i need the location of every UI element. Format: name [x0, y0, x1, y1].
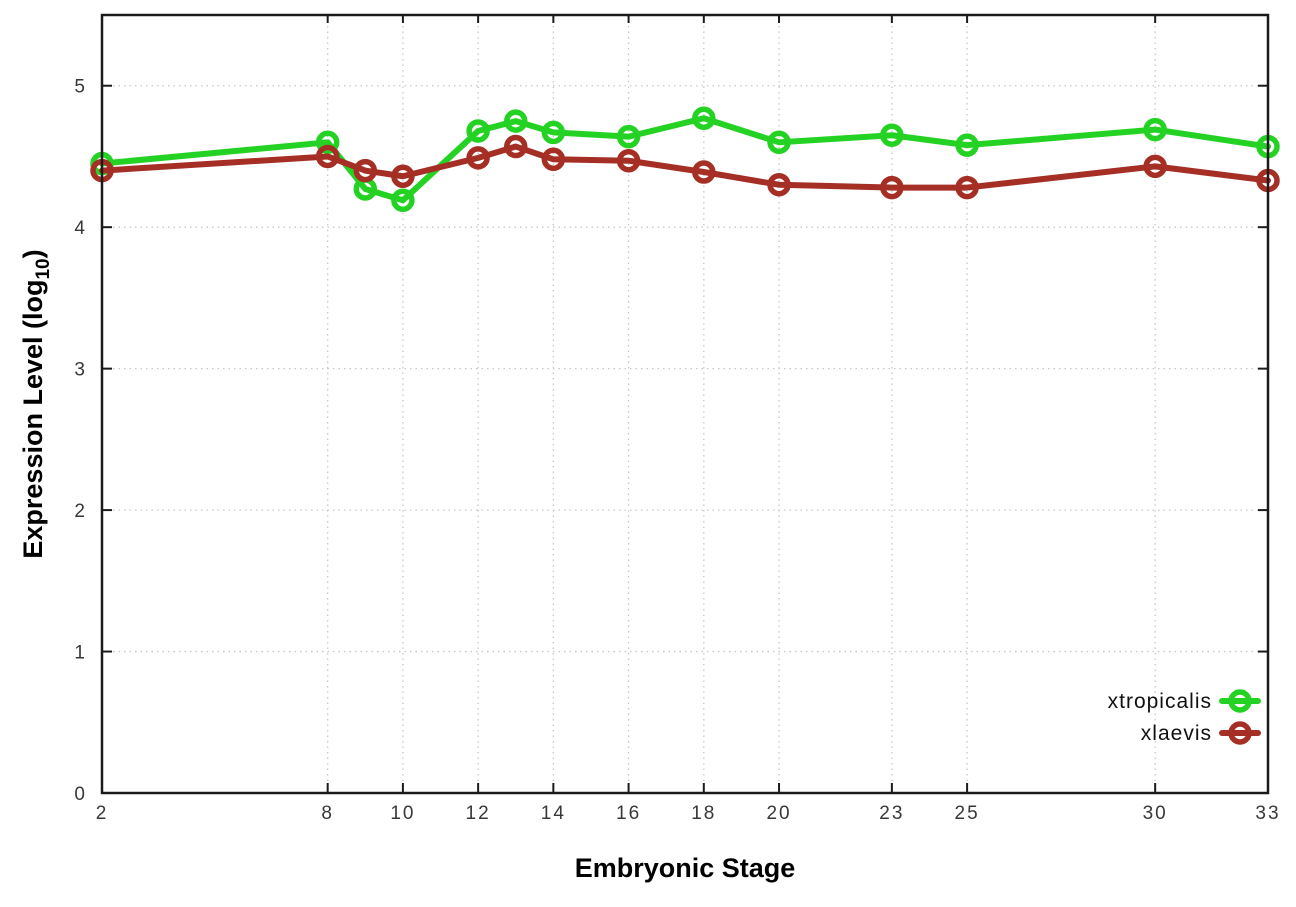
grid	[102, 15, 1268, 793]
data-point-marker	[767, 172, 791, 197]
series-group	[90, 106, 1280, 213]
x-tick-label: 25	[955, 803, 980, 824]
data-point-marker	[880, 175, 904, 200]
data-point-marker	[353, 158, 378, 183]
data-point-marker	[503, 109, 528, 133]
y-tick-label: 2	[74, 501, 87, 522]
legend-label: xlaevis	[1141, 722, 1212, 745]
x-tick-label: 12	[466, 803, 491, 824]
data-point-marker	[616, 124, 641, 149]
data-point-marker	[1143, 117, 1167, 142]
x-tick-label: 14	[541, 803, 566, 824]
x-tick-label: 18	[691, 803, 716, 824]
data-point-marker	[541, 120, 566, 145]
x-tick-label: 33	[1255, 803, 1280, 824]
data-point-marker	[692, 160, 716, 184]
plot-border	[100, 13, 1270, 795]
legend-sample-marker	[1228, 689, 1252, 713]
data-point-marker	[466, 146, 490, 170]
y-tick-label: 4	[74, 218, 87, 239]
data-point-marker	[315, 130, 340, 155]
data-point-marker	[391, 188, 415, 213]
data-point-marker	[1143, 154, 1167, 179]
x-tick-label: 20	[766, 803, 791, 824]
x-tick-label: 16	[616, 803, 641, 824]
data-point-marker	[541, 147, 566, 172]
data-point-marker	[391, 164, 415, 189]
data-point-marker	[692, 106, 716, 131]
y-tick-label: 3	[74, 360, 87, 381]
x-axis-label: Embryonic Stage	[575, 853, 796, 883]
data-point-marker	[466, 119, 490, 143]
x-tick-label: 30	[1143, 803, 1168, 824]
legend-entry-xlaevis: xlaevis	[1141, 721, 1261, 745]
data-point-marker	[315, 144, 340, 169]
y-axis-label: Expression Level (log10)	[18, 249, 54, 558]
series-xtropicalis	[90, 106, 1280, 213]
x-tick-label: 2	[96, 803, 109, 824]
y-tick-label: 0	[74, 784, 87, 805]
data-point-marker	[503, 134, 528, 159]
data-point-marker	[767, 130, 791, 155]
series-line-xlaevis	[99, 143, 1271, 191]
data-point-marker	[616, 148, 641, 173]
data-point-marker	[880, 123, 904, 147]
data-point-marker	[955, 175, 979, 200]
y-tick-label: 5	[74, 77, 87, 98]
data-point-marker	[955, 133, 979, 157]
x-tick-label: 23	[879, 803, 904, 824]
legend-sample-marker	[1228, 721, 1252, 745]
x-tick-label: 8	[321, 803, 334, 824]
x-tick-label: 10	[390, 803, 415, 824]
legend-label: xtropicalis	[1108, 690, 1212, 713]
legend: xtropicalis xlaevis	[1108, 689, 1261, 745]
y-tick-label: 1	[74, 643, 87, 664]
legend-entry-xtropicalis: xtropicalis	[1108, 689, 1261, 713]
